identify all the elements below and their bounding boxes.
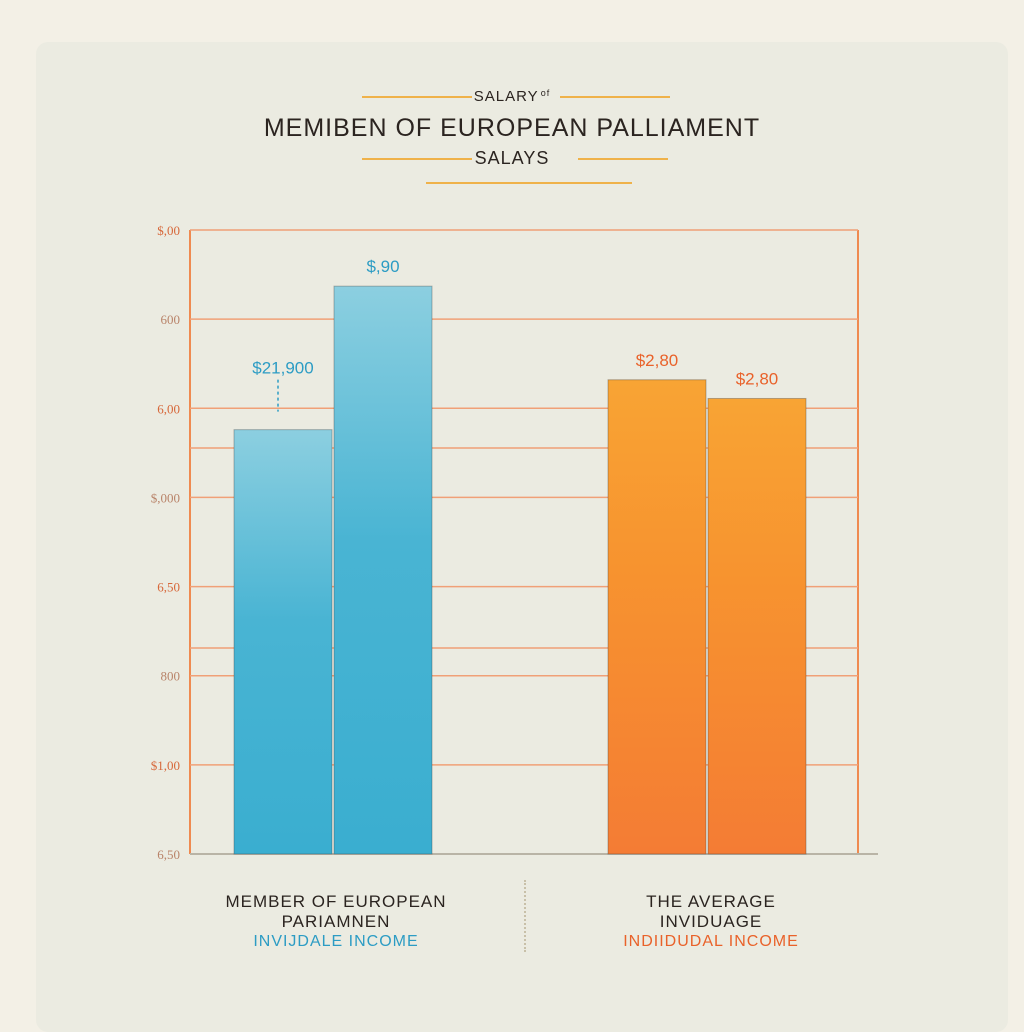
bar-0-0 <box>233 429 333 855</box>
category-average-subtitle: INDIIDUDAL INCOME <box>623 933 799 950</box>
title-rule-top <box>362 96 472 98</box>
bar-value-label: $21,900 <box>252 359 313 378</box>
category-mep-line2: PARIAMNEN <box>281 912 391 931</box>
category-average-line2: INVIDUAGE <box>659 912 763 931</box>
bar-1-0 <box>607 379 707 855</box>
category-label-average: THE AVERAGE INVIDUAGE INDIIDUDAL INCOME <box>576 892 846 952</box>
bar-value-label: $,90 <box>366 257 399 276</box>
kicker-small-text: of <box>540 88 551 98</box>
title-rule-mid-right <box>578 158 668 160</box>
y-tick-label: 600 <box>161 312 181 327</box>
chart-title: MEMIBEN OF EUROPEAN PALLIAMENT <box>263 114 761 142</box>
y-tick-label: $1,00 <box>151 758 180 773</box>
bar-value-label: $2,80 <box>736 369 779 388</box>
y-tick-label: $,000 <box>151 490 180 505</box>
bar-1-1 <box>707 397 807 855</box>
title-rule-bottom <box>426 182 632 184</box>
bar-0-1 <box>333 285 433 855</box>
y-tick-label: 6,00 <box>157 401 180 416</box>
category-divider <box>524 880 526 952</box>
title-block: SALARY of MEMIBEN OF EUROPEAN PALLIAMENT … <box>0 0 1024 200</box>
kicker-text: SALARY <box>473 88 539 105</box>
category-mep-subtitle: INVIJDALE INCOME <box>253 933 419 950</box>
category-mep-line1: MEMBER OF EUROPEAN <box>225 892 447 911</box>
y-tick-label: 800 <box>161 669 181 684</box>
y-tick-label: $,00 <box>157 223 180 238</box>
chart-kicker: SALARY of <box>0 88 1024 105</box>
title-rule-mid-left <box>362 158 472 160</box>
y-tick-label: 6,50 <box>157 580 180 595</box>
chart-subtitle: SALAYS <box>474 148 550 168</box>
title-rule-top-right <box>560 96 670 98</box>
y-tick-label: 6,50 <box>157 847 180 862</box>
chart-card <box>36 42 1008 1032</box>
category-label-mep: MEMBER OF EUROPEAN PARIAMNEN INVIJDALE I… <box>196 892 476 952</box>
bar-value-label: $2,80 <box>636 351 679 370</box>
category-average-line1: THE AVERAGE <box>646 892 776 911</box>
